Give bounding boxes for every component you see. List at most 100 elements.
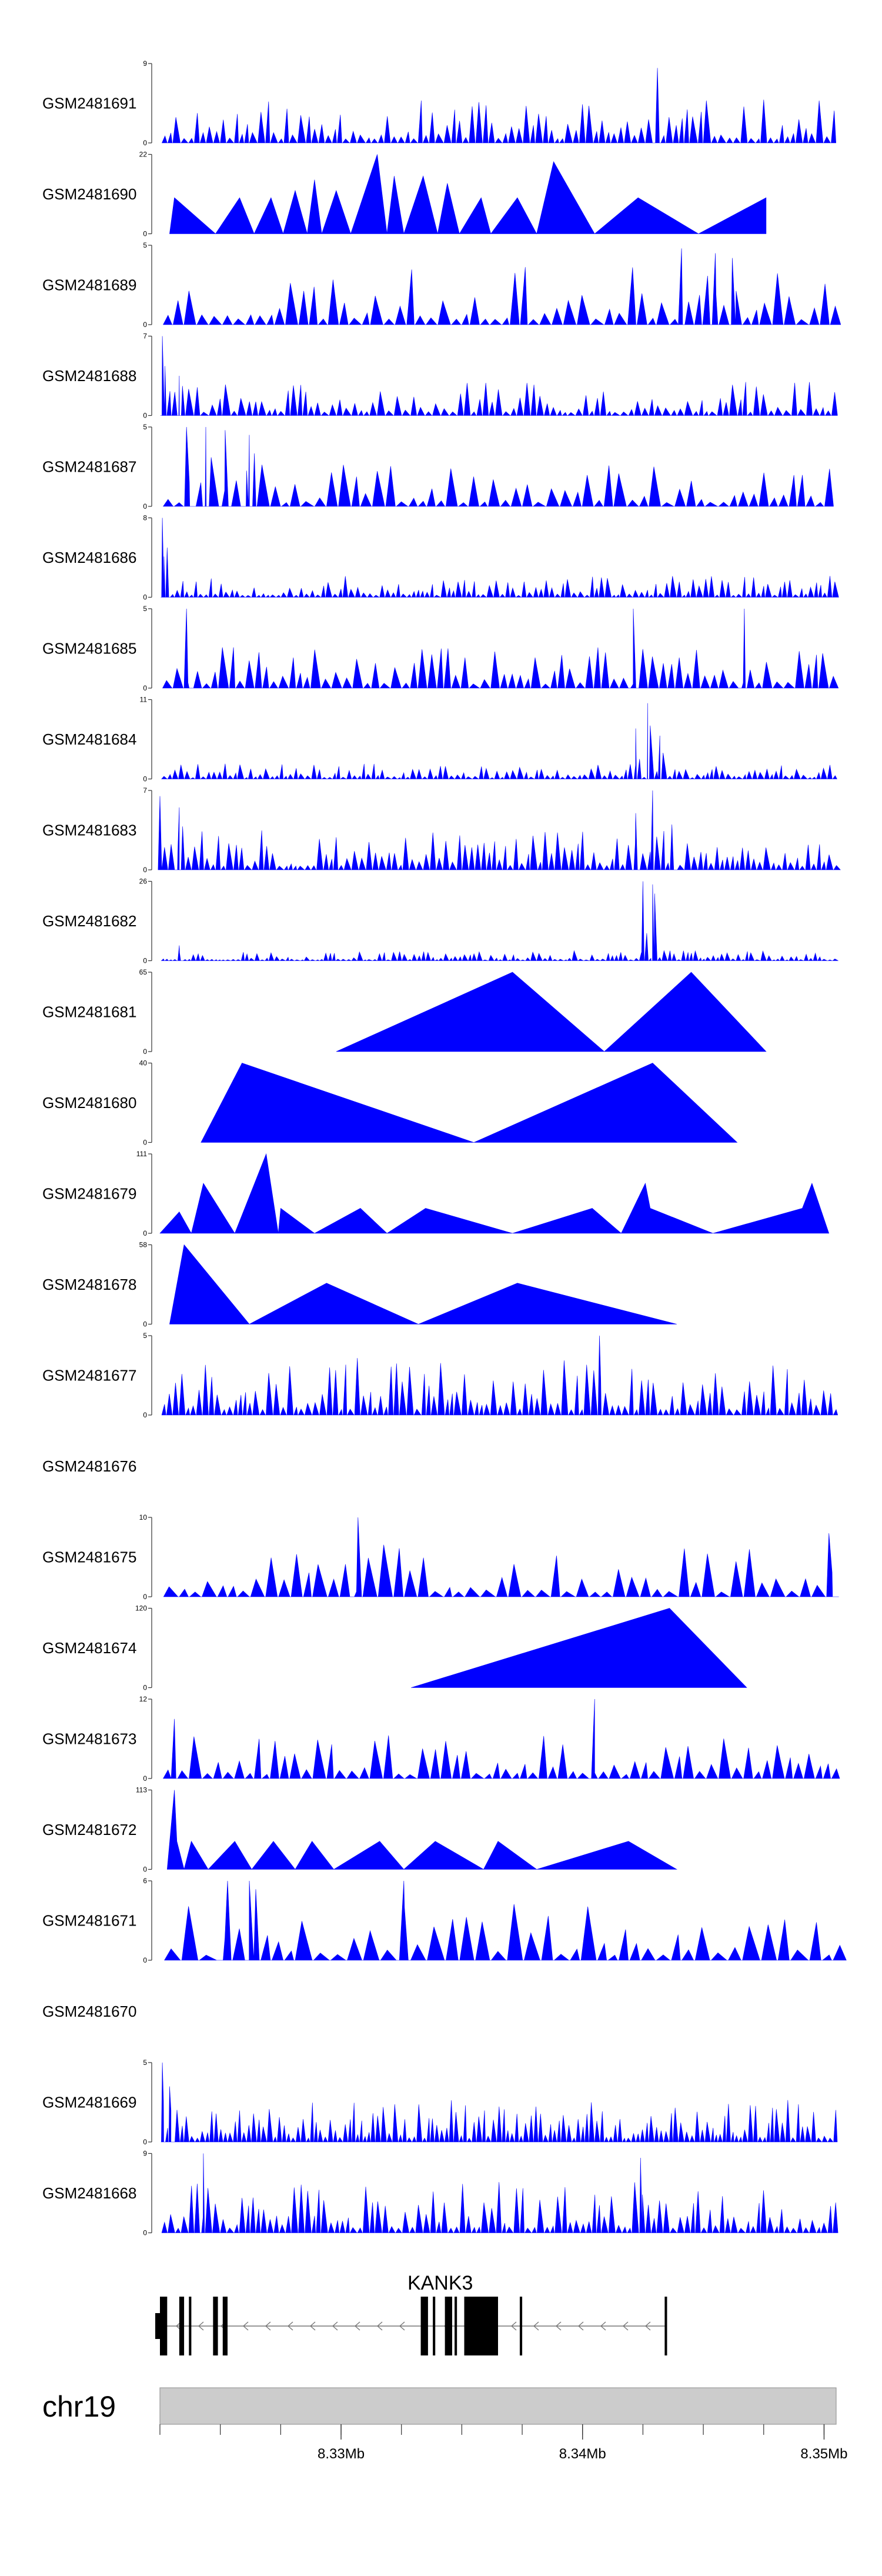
track-label: GSM2481686 (42, 549, 136, 566)
strand-arrow-icon (533, 2321, 539, 2331)
utr (155, 2313, 161, 2339)
strand-arrow-icon (577, 2321, 584, 2331)
track-label: GSM2481676 (42, 1457, 136, 1475)
x-tick-label: 8.35Mb (800, 2446, 847, 2462)
x-tick-label: 8.33Mb (318, 2446, 365, 2462)
track-label: GSM2481671 (42, 1912, 136, 1930)
strand-arrow-icon (399, 2321, 405, 2331)
y-tick-label-min: 0 (143, 2229, 147, 2237)
coverage-tracks: GSM248169190GSM2481690220GSM248168950GSM… (42, 59, 847, 2237)
track-GSM2481685: GSM2481685 5 0 (42, 605, 839, 692)
strand-arrow-icon (510, 2321, 517, 2331)
track-label: GSM2481691 (42, 95, 136, 112)
track-GSM2481678: GSM2481678 58 0 (42, 1241, 677, 1329)
track-GSM2481670: GSM2481670 (42, 2003, 136, 2020)
y-tick-label-min: 0 (143, 593, 147, 602)
y-tick-label-max: 113 (136, 1786, 147, 1794)
track-label: GSM2481690 (42, 185, 136, 203)
chromosome-ideogram (159, 2387, 837, 2425)
track-label: GSM2481677 (42, 1367, 136, 1384)
coverage-area (162, 426, 834, 507)
strand-arrow-icon (376, 2321, 383, 2331)
y-tick-label-min: 0 (143, 1956, 147, 1964)
track-label: GSM2481682 (42, 912, 136, 930)
track-GSM2481689: GSM2481689 5 0 (42, 241, 841, 329)
track-label: GSM2481670 (42, 2003, 136, 2020)
coverage-area (169, 1244, 677, 1324)
y-tick-label-max: 22 (139, 151, 148, 159)
exon (519, 2297, 523, 2355)
track-label: GSM2481673 (42, 1730, 136, 1748)
exon (455, 2297, 457, 2355)
track-GSM2481680: GSM2481680 40 0 (42, 1059, 738, 1147)
track-GSM2481691: GSM2481691 9 0 (42, 59, 837, 147)
gene-name: KANK3 (407, 2272, 473, 2294)
y-tick-label-max: 26 (139, 877, 148, 886)
y-tick-label-max: 120 (135, 1604, 147, 1613)
strand-arrow-icon (242, 2321, 249, 2331)
coverage-area (161, 1335, 838, 1416)
track-GSM2481669: GSM2481669 5 0 (42, 2058, 838, 2146)
coverage-area (169, 154, 767, 235)
y-tick-label-max: 10 (139, 1513, 148, 1521)
y-tick-label-min: 0 (143, 1684, 147, 1692)
coverage-area (411, 1608, 747, 1688)
coverage-area (161, 2153, 838, 2233)
y-tick-label-max: 5 (143, 2058, 147, 2067)
coverage-area (160, 336, 838, 416)
y-tick-label-min: 0 (143, 412, 147, 420)
track-GSM2481668: GSM2481668 9 0 (42, 2150, 838, 2237)
track-GSM2481674: GSM2481674 120 0 (42, 1604, 747, 1692)
track-GSM2481683: GSM2481683 7 0 (42, 786, 841, 874)
exon (433, 2297, 436, 2355)
y-tick-label-min: 0 (143, 1593, 147, 1601)
track-GSM2481690: GSM2481690 22 0 (42, 151, 767, 238)
track-label: GSM2481688 (42, 367, 136, 385)
track-GSM2481684: GSM2481684 11 0 (42, 696, 837, 783)
coverage-area (158, 790, 841, 870)
strand-arrow-icon (354, 2321, 360, 2331)
track-GSM2481688: GSM2481688 7 0 (42, 332, 838, 420)
track-label: GSM2481674 (42, 1639, 136, 1657)
exon (160, 2297, 168, 2355)
exon (213, 2297, 218, 2355)
y-tick-label-max: 111 (136, 1150, 148, 1158)
track-GSM2481686: GSM2481686 8 0 (42, 514, 839, 602)
track-GSM2481675: GSM2481675 10 0 (42, 1513, 839, 1601)
track-label: GSM2481683 (42, 822, 136, 839)
track-label: GSM2481685 (42, 640, 136, 658)
exon (664, 2297, 667, 2355)
coverage-area (166, 1790, 678, 1870)
y-tick-label-min: 0 (143, 1411, 147, 1419)
strand-arrow-icon (332, 2321, 338, 2331)
strand-arrow-icon (644, 2321, 651, 2331)
track-label: GSM2481684 (42, 730, 136, 748)
x-tick-label: 8.34Mb (559, 2446, 606, 2462)
coverage-area (161, 68, 837, 144)
strand-arrow-icon (309, 2321, 316, 2331)
exon (222, 2297, 228, 2355)
track-label: GSM2481669 (42, 2094, 136, 2111)
track-label: GSM2481675 (42, 1549, 136, 1566)
coverage-area (162, 1699, 840, 1779)
y-tick-label-min: 0 (143, 1774, 147, 1783)
y-tick-label-max: 5 (143, 605, 147, 613)
y-tick-label-max: 9 (143, 2150, 147, 2158)
track-label: GSM2481679 (42, 1185, 136, 1203)
y-tick-label-min: 0 (143, 957, 147, 965)
y-tick-label-max: 58 (139, 1241, 148, 1249)
y-tick-label-max: 65 (139, 968, 148, 976)
chromosome-label: chr19 (42, 2390, 116, 2423)
y-tick-label-max: 7 (143, 786, 147, 795)
track-GSM2481671: GSM2481671 6 0 (42, 1877, 847, 1964)
strand-arrow-icon (555, 2321, 562, 2331)
track-label: GSM2481689 (42, 276, 136, 294)
exon (420, 2297, 428, 2355)
track-label: GSM2481672 (42, 1821, 136, 1838)
y-tick-label-max: 6 (143, 1877, 147, 1885)
y-tick-label-min: 0 (143, 2138, 147, 2146)
exon (445, 2297, 452, 2355)
y-tick-label-max: 5 (143, 1332, 147, 1340)
track-GSM2481679: GSM2481679 111 0 (42, 1150, 830, 1237)
